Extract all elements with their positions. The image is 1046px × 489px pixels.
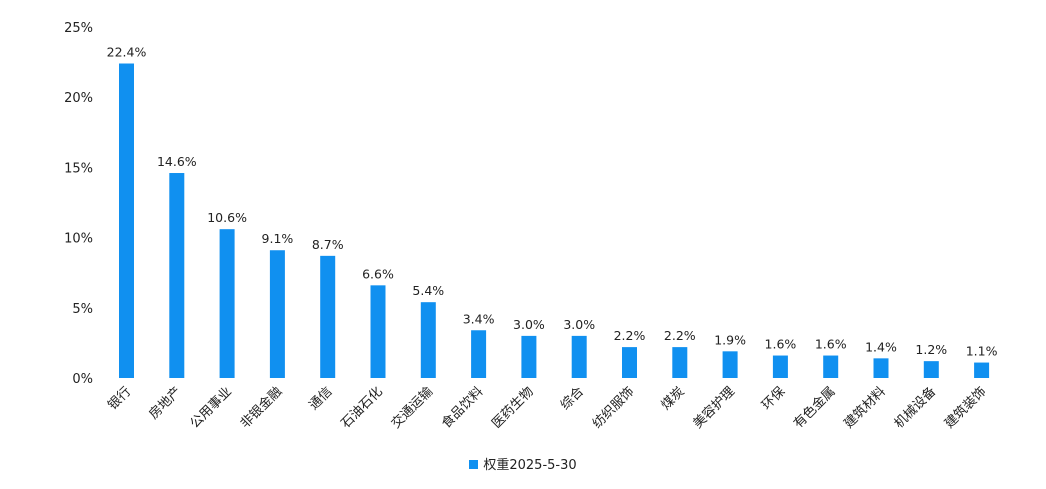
data-label: 3.0% — [563, 317, 595, 332]
data-label: 1.2% — [915, 342, 947, 357]
bar — [119, 63, 134, 379]
bar — [722, 351, 738, 378]
x-tick-label: 医药生物 — [489, 384, 536, 431]
legend: 权重2025-5-30 — [0, 454, 1046, 473]
y-tick-label: 0% — [72, 372, 93, 387]
x-tick-label: 通信 — [307, 384, 336, 413]
x-tick-label: 公用事业 — [188, 384, 235, 431]
x-tick-label: 石油石化 — [338, 384, 385, 431]
x-tick-label: 交通运输 — [388, 384, 436, 432]
bar — [471, 330, 487, 378]
x-tick-label: 机械设备 — [891, 384, 939, 432]
x-tick-label: 非银金融 — [237, 384, 285, 432]
data-label: 3.0% — [513, 317, 545, 332]
bar — [622, 347, 637, 378]
legend-label: 权重2025-5-30 — [483, 458, 577, 473]
data-label: 5.4% — [412, 283, 444, 298]
data-label: 9.1% — [262, 231, 294, 246]
data-label: 10.6% — [207, 210, 247, 225]
bar — [219, 229, 235, 378]
data-label: 1.9% — [714, 332, 746, 347]
x-tick-label: 建筑装饰 — [941, 384, 989, 432]
bar — [420, 302, 436, 378]
bar — [923, 361, 939, 378]
bar — [370, 285, 386, 378]
y-tick-label: 15% — [64, 161, 93, 176]
y-tick-label: 20% — [64, 91, 93, 106]
legend-swatch — [469, 460, 479, 469]
y-tick-label: 5% — [72, 302, 93, 317]
x-tick-label: 有色金属 — [790, 384, 838, 432]
data-label: 1.4% — [865, 339, 897, 354]
data-label: 1.6% — [815, 337, 847, 352]
data-label: 1.1% — [966, 344, 998, 359]
x-tick-label: 食品饮料 — [438, 384, 486, 432]
data-label: 14.6% — [157, 154, 197, 169]
bar — [269, 250, 285, 378]
y-tick-label: 10% — [64, 232, 93, 247]
data-label: 2.2% — [614, 328, 646, 343]
y-tick-label: 25% — [64, 21, 93, 36]
bar — [772, 355, 788, 378]
bar — [571, 335, 587, 378]
x-tick-label: 房地产 — [146, 384, 185, 423]
data-label: 6.6% — [362, 266, 394, 281]
data-label: 8.7% — [312, 237, 344, 252]
bar — [672, 347, 688, 378]
x-tick-label: 银行 — [105, 384, 134, 413]
data-label: 2.2% — [664, 328, 696, 343]
bar — [974, 362, 990, 378]
x-tick-label: 综合 — [558, 384, 587, 413]
x-tick-label: 环保 — [759, 384, 788, 413]
bar — [169, 173, 185, 378]
data-label: 3.4% — [463, 311, 495, 326]
x-tick-label: 纺织服饰 — [590, 384, 637, 431]
x-tick-label: 煤炭 — [659, 384, 688, 413]
bar — [320, 255, 336, 378]
x-tick-label: 美容护理 — [690, 384, 738, 432]
bar — [521, 335, 537, 378]
data-label: 1.6% — [765, 337, 797, 352]
data-label: 22.4% — [107, 45, 147, 60]
x-tick-label: 建筑材料 — [841, 384, 889, 432]
bar — [873, 358, 889, 378]
bar — [823, 355, 839, 378]
